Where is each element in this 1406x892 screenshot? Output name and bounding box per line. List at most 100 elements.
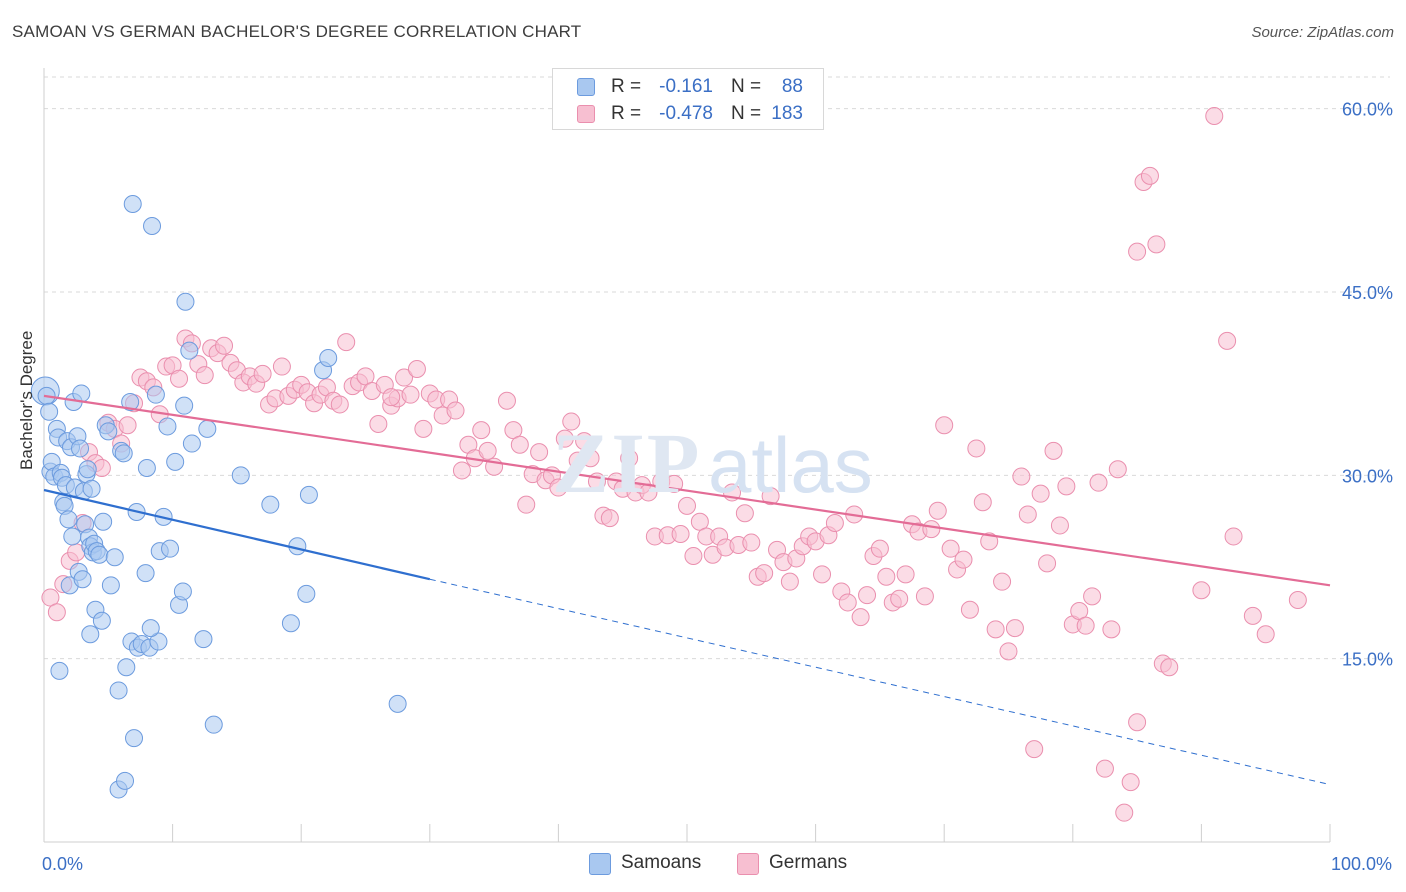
stats-legend: R = -0.161 N = 88 R = -0.478 N = 183 — [552, 68, 824, 130]
samoans-trend-line — [43, 488, 431, 581]
germans-point — [1095, 759, 1114, 778]
germans-point — [382, 388, 401, 407]
samoans-point — [281, 614, 300, 633]
samoans-series — [30, 195, 407, 799]
germans-point — [581, 449, 600, 468]
germans-trend-line — [43, 394, 1331, 587]
samoans-point — [109, 681, 128, 700]
germans-point — [1102, 620, 1121, 639]
y-axis-label: Bachelor's Degree — [17, 330, 36, 470]
germans-point — [562, 412, 581, 431]
samoans-point — [137, 459, 156, 477]
germans-point — [407, 360, 426, 378]
samoans-point — [90, 545, 109, 564]
germans-point — [1288, 591, 1307, 609]
germans-point — [1012, 467, 1031, 486]
chart-title: SAMOAN VS GERMAN BACHELOR'S DEGREE CORRE… — [12, 22, 582, 41]
samoans-point — [166, 452, 185, 471]
samoans-swatch — [577, 78, 595, 96]
samoans-point — [92, 611, 111, 630]
germans-point — [401, 385, 420, 404]
samoans-point — [319, 349, 338, 367]
x-tick-label: 0.0% — [42, 854, 83, 874]
germans-point — [253, 364, 272, 383]
germans-point — [967, 439, 986, 458]
germans-point — [575, 432, 594, 451]
samoans-point — [388, 694, 407, 713]
germans-point — [620, 449, 639, 468]
germans-point — [1089, 473, 1108, 492]
samoans-point — [117, 658, 136, 677]
germans-point — [999, 642, 1018, 661]
germans-point — [671, 525, 690, 543]
germans-point — [954, 550, 973, 569]
germans-point — [1218, 331, 1237, 350]
samoans-point — [149, 632, 168, 651]
samoans-point — [78, 460, 97, 479]
germans-point — [1128, 713, 1147, 732]
tick-labels: 15.0% 30.0% 45.0% 60.0% 0.0% 100.0% — [42, 100, 1393, 874]
germans-point — [337, 333, 356, 352]
samoans-point — [50, 661, 69, 680]
grid-layer — [44, 76, 1390, 660]
germans-point — [510, 435, 529, 454]
germans-point — [1025, 740, 1044, 759]
germans-point — [935, 416, 954, 435]
germans-point — [272, 357, 291, 376]
series-legend: Samoans Germans — [0, 852, 1406, 878]
germans-point — [890, 589, 909, 608]
r-value: -0.161 — [659, 76, 713, 97]
germans-point — [446, 401, 465, 420]
samoans-point — [125, 729, 144, 748]
samoans-point — [99, 422, 118, 441]
germans-point — [555, 429, 574, 448]
samoans-point — [40, 402, 59, 421]
samoans-point — [299, 485, 318, 504]
germans-point — [896, 565, 915, 584]
samoans-point — [123, 195, 142, 213]
germans-point — [215, 336, 234, 355]
germans-point — [1205, 107, 1224, 125]
r-value: -0.478 — [659, 103, 713, 124]
samoans-point — [81, 625, 100, 644]
germans-point — [1057, 477, 1076, 496]
zipatlas-watermark: ZIP atlas — [552, 415, 873, 511]
germans-point — [1224, 527, 1243, 546]
germans-point — [1160, 658, 1179, 677]
germans-point — [549, 478, 568, 497]
germans-point — [735, 504, 754, 523]
samoans-point — [63, 527, 82, 546]
germans-point — [497, 391, 516, 410]
y-tick-label: 15.0% — [1342, 650, 1393, 670]
samoans-point — [121, 393, 140, 411]
samoans-point — [173, 582, 192, 601]
germans-point — [1044, 441, 1063, 460]
germans-point — [973, 493, 992, 512]
germans-point — [1018, 505, 1037, 524]
germans-point — [195, 366, 214, 385]
samoans-point — [141, 619, 160, 638]
x-tick-label: 100.0% — [1331, 854, 1392, 874]
r-label: R = — [611, 103, 642, 124]
germans-point — [47, 603, 66, 622]
germans-point — [530, 443, 549, 462]
germans-point — [922, 520, 941, 539]
stats-row-germans: R = -0.478 N = 183 — [553, 101, 823, 127]
germans-point — [1147, 235, 1166, 254]
samoans-point — [59, 510, 78, 529]
germans-point — [755, 564, 774, 583]
samoans-point — [105, 548, 124, 567]
svg-text:ZIP: ZIP — [552, 415, 701, 511]
germans-point — [858, 586, 877, 605]
samoans-point — [114, 444, 133, 463]
germans-point — [1005, 619, 1024, 638]
germans-point — [395, 368, 414, 387]
germans-point — [1243, 606, 1262, 625]
n-value: 88 — [781, 76, 803, 97]
samoans-point — [182, 434, 201, 453]
samoans-point — [175, 396, 194, 415]
svg-text:atlas: atlas — [708, 421, 873, 509]
germans-point — [941, 539, 960, 558]
samoans-point — [146, 385, 165, 404]
